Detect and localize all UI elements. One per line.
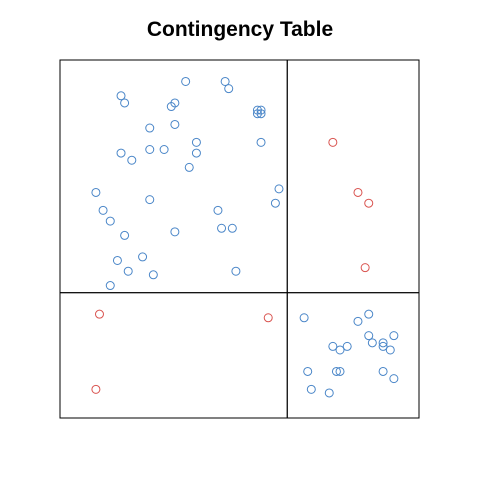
data-point <box>217 223 227 233</box>
data-point <box>224 84 234 94</box>
data-point <box>123 266 133 276</box>
data-point <box>324 388 334 398</box>
data-point <box>364 331 374 341</box>
data-point <box>145 195 155 205</box>
data-point <box>127 155 137 165</box>
data-point <box>145 145 155 154</box>
data-point <box>303 366 313 376</box>
data-point <box>389 374 399 384</box>
data-point <box>105 216 115 226</box>
data-point <box>252 109 262 119</box>
data-point <box>378 366 388 376</box>
data-point <box>91 187 101 197</box>
data-point <box>299 313 309 323</box>
data-point <box>94 309 104 319</box>
data-point <box>256 137 266 147</box>
data-point <box>353 187 363 197</box>
data-point <box>184 162 194 172</box>
points-layer <box>91 76 399 398</box>
data-point <box>116 148 126 158</box>
table-cell-1 <box>59 59 288 294</box>
data-point <box>335 366 345 376</box>
data-point <box>335 345 345 355</box>
data-point <box>170 98 180 108</box>
table-cell-2 <box>286 59 420 294</box>
data-point <box>112 255 122 265</box>
data-point <box>389 331 399 341</box>
data-point <box>105 281 115 291</box>
data-point <box>159 145 169 154</box>
data-point <box>213 205 223 215</box>
data-point <box>331 366 341 376</box>
data-point <box>170 227 180 237</box>
data-point <box>353 316 363 326</box>
data-point <box>116 91 126 101</box>
data-point <box>367 338 377 348</box>
data-point <box>148 270 158 280</box>
data-point <box>378 341 388 351</box>
data-point <box>170 119 180 129</box>
data-point <box>120 98 130 108</box>
data-point <box>270 198 280 208</box>
data-point <box>328 137 338 147</box>
data-point <box>306 384 316 394</box>
data-point <box>231 266 241 276</box>
table-cell-3 <box>59 292 288 419</box>
data-point <box>220 76 230 86</box>
table-cell-4 <box>286 292 420 419</box>
data-point <box>360 263 370 273</box>
data-point <box>191 148 201 158</box>
data-point <box>145 123 155 133</box>
data-point <box>364 198 374 208</box>
data-point <box>328 341 338 351</box>
data-point <box>378 338 388 348</box>
data-point <box>227 223 237 233</box>
data-point <box>120 230 130 240</box>
data-point <box>263 313 273 323</box>
data-point <box>98 205 108 215</box>
data-point <box>274 184 284 194</box>
data-point <box>91 384 101 394</box>
data-point <box>181 76 191 86</box>
chart-title: Contingency Table <box>146 18 334 41</box>
data-point <box>191 137 201 147</box>
data-point <box>256 109 266 119</box>
data-point <box>138 252 148 262</box>
data-point <box>385 345 395 355</box>
data-point <box>364 309 374 319</box>
cells-layer <box>59 59 420 419</box>
data-point <box>342 341 352 351</box>
